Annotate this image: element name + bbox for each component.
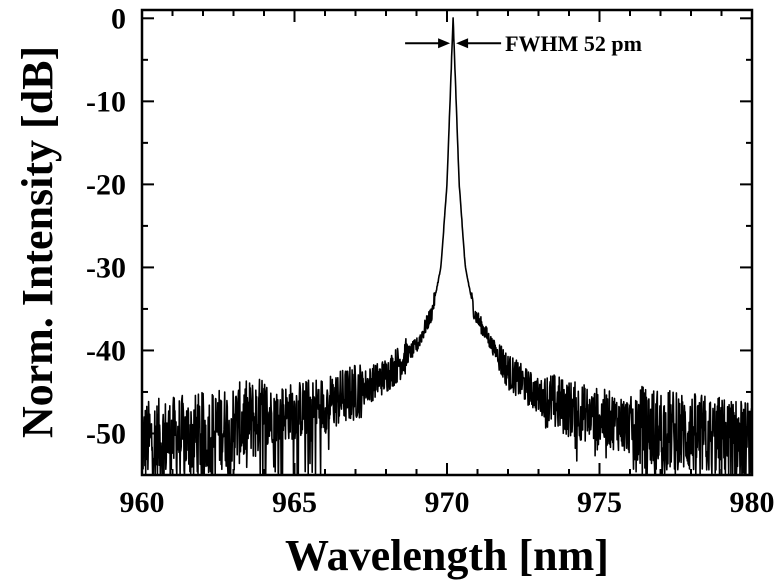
spectrum-line bbox=[142, 17, 752, 475]
fwhm-annotation: FWHM 52 pm bbox=[405, 31, 642, 56]
y-tick-label: -40 bbox=[86, 334, 126, 367]
y-tick-label: -20 bbox=[86, 168, 126, 201]
fwhm-arrowhead-left bbox=[438, 38, 451, 49]
y-tick-label: -10 bbox=[86, 85, 126, 118]
x-tick-label: 960 bbox=[120, 486, 165, 519]
x-tick-label: 975 bbox=[577, 486, 622, 519]
y-tick-label: 0 bbox=[111, 2, 126, 35]
fwhm-arrowhead-right bbox=[456, 38, 469, 49]
axis-ticks bbox=[141, 10, 753, 475]
fwhm-annotation-text: FWHM 52 pm bbox=[505, 31, 642, 56]
x-tick-label: 970 bbox=[425, 486, 470, 519]
x-tick-label: 980 bbox=[730, 486, 775, 519]
x-axis-label: Wavelength [nm] bbox=[285, 531, 609, 580]
axis-tick-labels: 960 965 970 975 980 0 -10 -20 -30 -40 -50 bbox=[86, 2, 775, 519]
x-tick-label: 965 bbox=[272, 486, 317, 519]
y-tick-label: -30 bbox=[86, 251, 126, 284]
y-axis-label: Norm. Intensity [dB] bbox=[13, 46, 62, 438]
y-tick-label: -50 bbox=[86, 417, 126, 450]
